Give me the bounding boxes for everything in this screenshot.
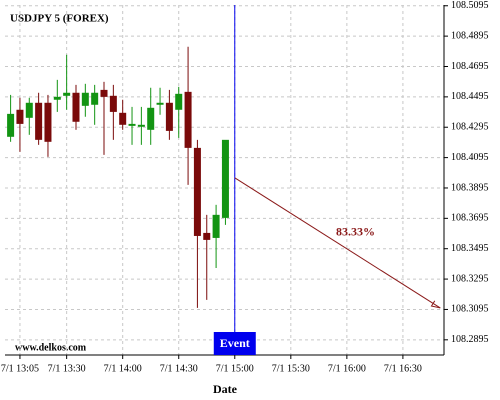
candle-body [16, 109, 24, 124]
candle-body [221, 139, 229, 218]
candle-body [44, 102, 52, 142]
x-tick-label: 7/1 16:30 [384, 363, 422, 374]
event-label: Event [220, 336, 250, 350]
y-tick-label: 108.5095 [451, 0, 489, 11]
candle-body [184, 91, 192, 148]
candle-body [147, 107, 155, 130]
y-tick-label: 108.4695 [451, 61, 489, 72]
candle-body [91, 92, 99, 105]
x-axis-label: Date [213, 382, 238, 396]
watermark: www.delkos.com [15, 342, 87, 353]
candle-body [119, 112, 127, 125]
candle-body [72, 92, 80, 122]
event-box [213, 332, 256, 355]
chart-title: USDJPY 5 (FOREX) [10, 13, 109, 25]
projection-arrow [234, 177, 441, 309]
x-tick-label: 7/1 16:00 [328, 363, 366, 374]
y-tick-label: 108.3295 [451, 273, 489, 284]
y-tick-label: 108.4095 [451, 152, 489, 163]
y-tick-label: 108.2895 [451, 334, 489, 345]
y-tick-label: 108.3495 [451, 243, 489, 254]
projection-label: 83.33% [336, 225, 375, 239]
candle-body [35, 102, 43, 140]
candle-body [128, 123, 136, 126]
candle-body [203, 232, 211, 240]
x-tick-label: 7/1 14:30 [160, 363, 198, 374]
candle-body [137, 124, 145, 127]
candle-body [175, 93, 183, 110]
candle-body [81, 92, 89, 106]
x-tick-label: 7/1 13:05 [1, 363, 39, 374]
x-tick-label: 7/1 15:00 [216, 363, 254, 374]
candle-body [212, 214, 220, 238]
candle-body [25, 102, 33, 118]
arrow-head [430, 300, 441, 309]
candle-body [165, 102, 173, 131]
y-tick-label: 108.3095 [451, 304, 489, 315]
candle-body [63, 92, 71, 96]
candle-body [109, 95, 117, 112]
x-tick-label: 7/1 13:30 [48, 363, 86, 374]
candle-body [53, 96, 61, 100]
y-tick-label: 108.4895 [451, 30, 489, 41]
y-tick-label: 108.3695 [451, 213, 489, 224]
candle-body [7, 113, 15, 137]
candle-body [193, 147, 201, 236]
candle-body [100, 89, 108, 97]
candle-body [156, 102, 164, 105]
y-tick-label: 108.4495 [451, 91, 489, 102]
y-tick-label: 108.3895 [451, 182, 489, 193]
x-tick-label: 7/1 14:00 [104, 363, 142, 374]
y-tick-label: 108.4295 [451, 122, 489, 133]
x-tick-label: 7/1 15:30 [272, 363, 310, 374]
